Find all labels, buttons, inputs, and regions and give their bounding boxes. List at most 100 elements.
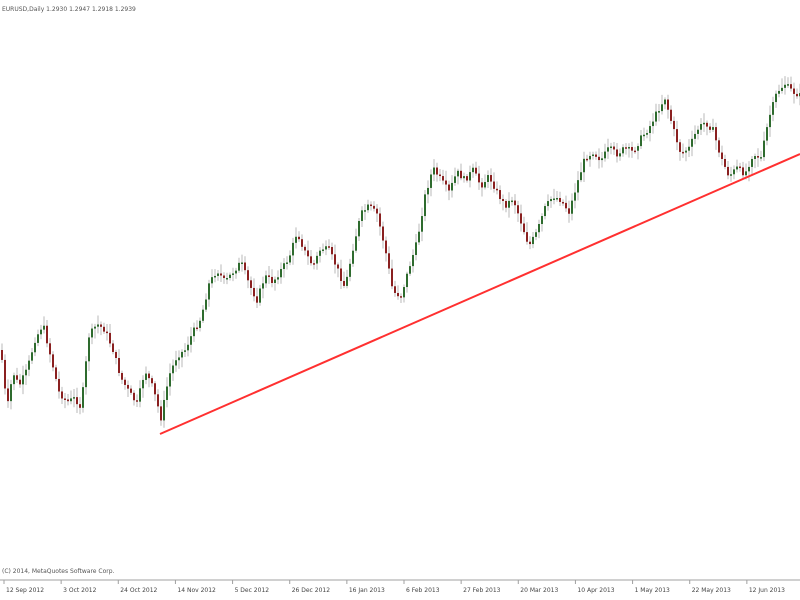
candle-body [742, 167, 744, 176]
candle-body [139, 388, 141, 402]
candle-body [616, 149, 618, 157]
candle-body [529, 241, 531, 245]
candle-body [304, 246, 306, 251]
x-tick-label: 14 Nov 2012 [177, 587, 216, 594]
candle-body [28, 360, 30, 370]
candle-body [292, 242, 294, 256]
candle-body [169, 373, 171, 387]
candle-body [322, 249, 324, 251]
symbol-info-header: EURUSD,Daily 1.2930 1.2947 1.2918 1.2939 [2, 6, 136, 13]
candle-body [328, 246, 330, 248]
candle-body [589, 155, 591, 160]
candle-body [10, 384, 12, 402]
candle-body [640, 135, 642, 147]
candle-body [217, 273, 219, 276]
candle-body [448, 184, 450, 191]
candle-body [538, 224, 540, 233]
candle-body [244, 262, 246, 271]
candle-body [208, 283, 210, 300]
candle-body [241, 262, 243, 265]
candle-body [109, 332, 111, 344]
candle-body [769, 114, 771, 128]
candle-body [106, 331, 108, 334]
candle-body [31, 352, 33, 361]
x-tick-label: 12 Sep 2012 [6, 587, 44, 594]
candle-body [625, 147, 627, 149]
candle-body [610, 146, 612, 149]
candle-body [559, 198, 561, 202]
candle-body [331, 247, 333, 255]
candle-body [190, 336, 192, 345]
candle-body [280, 269, 282, 278]
candle-body [484, 181, 486, 188]
x-tick-label: 26 Dec 2012 [292, 587, 331, 594]
x-tick-label: 27 Feb 2013 [463, 587, 501, 594]
candle-body [202, 309, 204, 321]
candle-body [415, 242, 417, 255]
candle-body [124, 379, 126, 385]
candle-body [175, 360, 177, 366]
candle-body [688, 146, 690, 151]
candle-body [397, 292, 399, 297]
candle-body [565, 202, 567, 209]
candle-body [673, 120, 675, 130]
candle-body [286, 262, 288, 264]
candle-body [751, 158, 753, 167]
candle-body [271, 276, 273, 283]
x-tick-label: 16 Jan 2013 [349, 587, 385, 594]
candle-body [778, 90, 780, 94]
candle-body [526, 232, 528, 242]
candle-body [223, 275, 225, 279]
candle-body [166, 386, 168, 400]
candle-body [466, 176, 468, 181]
candle-body [127, 384, 129, 389]
candle-body [655, 111, 657, 122]
candle-body [7, 388, 9, 402]
candle-body [505, 200, 507, 208]
candle-body [457, 170, 459, 177]
candle-body [724, 158, 726, 167]
candle-body [70, 398, 72, 402]
candle-body [568, 208, 570, 214]
candle-body [358, 220, 360, 237]
candle-body [487, 175, 489, 182]
candle-body [352, 250, 354, 264]
candle-body [112, 343, 114, 352]
candle-body [454, 176, 456, 183]
candle-body [664, 99, 666, 105]
candle-body [40, 329, 42, 335]
candle-body [4, 359, 6, 389]
candle-body [211, 277, 213, 284]
candle-body [520, 213, 522, 224]
copyright-text: (C) 2014, MetaQuotes Software Corp. [2, 568, 115, 575]
candle-body [532, 236, 534, 245]
candle-body [736, 166, 738, 170]
candle-body [307, 250, 309, 257]
candle-body [796, 93, 798, 97]
candle-body [733, 169, 735, 175]
candle-body [238, 262, 240, 271]
candle-body [712, 127, 714, 130]
candle-body [598, 156, 600, 161]
candle-body [250, 280, 252, 288]
candle-body [310, 256, 312, 264]
candle-body [187, 344, 189, 351]
candle-body [595, 154, 597, 157]
candle-body [619, 153, 621, 157]
candle-body [481, 182, 483, 188]
candle-body [697, 129, 699, 134]
candle-body [364, 210, 366, 212]
candle-body [277, 277, 279, 280]
trendline[interactable] [159, 153, 800, 435]
candle-body [295, 236, 297, 243]
candle-body [643, 134, 645, 137]
candle-body [376, 208, 378, 214]
candle-body [361, 210, 363, 221]
candle-body [700, 124, 702, 130]
candle-body [652, 121, 654, 127]
x-tick-label: 12 Jun 2013 [749, 587, 785, 594]
candle-body [706, 122, 708, 127]
candle-body [100, 324, 102, 327]
